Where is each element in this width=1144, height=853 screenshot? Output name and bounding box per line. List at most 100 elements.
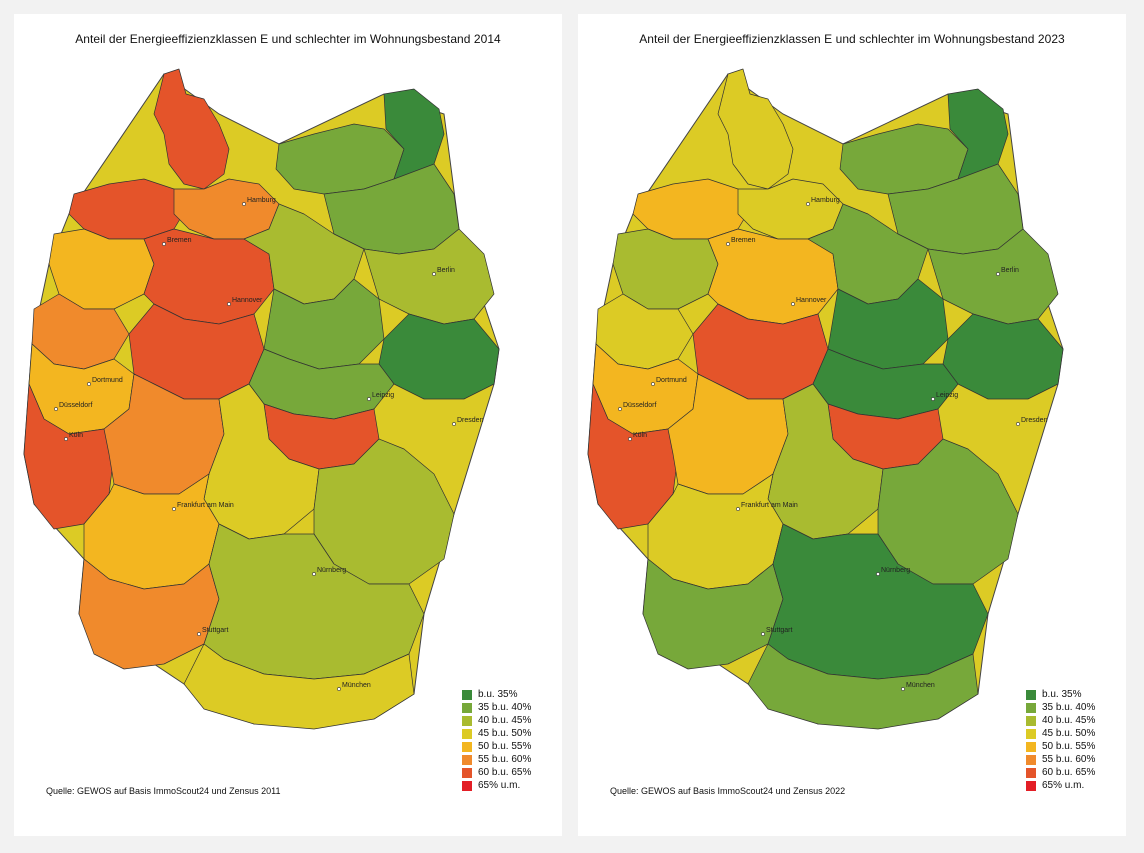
- city-marker: [54, 407, 58, 411]
- region-alpine: [747, 643, 979, 730]
- city-label: Bremen: [167, 237, 192, 244]
- legend-label: 60 b.u. 65%: [1042, 767, 1096, 778]
- city-marker: [64, 437, 68, 441]
- legend-item: b.u. 35%: [1026, 688, 1122, 701]
- legend-label: 60 b.u. 65%: [478, 767, 532, 778]
- legend-item: 65% u.m.: [462, 779, 558, 792]
- legend-swatch: [1026, 767, 1036, 778]
- region-brandenburg-south: [927, 228, 1059, 325]
- city-label: Dortmund: [92, 377, 123, 384]
- city-label: Hamburg: [247, 197, 276, 204]
- legend-item: 60 b.u. 65%: [462, 766, 558, 779]
- city-label: Frankfurt am Main: [177, 502, 234, 509]
- city-label: Dresden: [457, 417, 484, 424]
- legend-label: 45 b.u. 50%: [1042, 728, 1096, 739]
- legend-swatch: [1026, 689, 1036, 700]
- legend-swatch: [462, 715, 472, 726]
- legend-label: 65% u.m.: [478, 780, 521, 791]
- city-marker: [628, 437, 632, 441]
- legend-label: 45 b.u. 50%: [478, 728, 532, 739]
- city-marker: [312, 572, 316, 576]
- legend-item: b.u. 35%: [462, 688, 558, 701]
- region-lower-saxony-east: [807, 203, 929, 305]
- legend-swatch: [1026, 741, 1036, 752]
- city-marker: [227, 302, 231, 306]
- legend-item: 50 b.u. 55%: [1026, 740, 1122, 753]
- germany-map: Hamburg Bremen Berlin Hannover Dortmund Düsse…: [587, 68, 1064, 730]
- legend-label: 35 b.u. 40%: [478, 702, 532, 713]
- region-north-coast: [153, 68, 230, 190]
- city-marker: [806, 202, 810, 206]
- map-panel-2014: Anteil der Energieeffizienzklassen E und…: [14, 14, 562, 836]
- region-north-coast: [717, 68, 794, 190]
- legend-item: 65% u.m.: [1026, 779, 1122, 792]
- region-lower-saxony-west: [48, 228, 155, 310]
- legend-item: 45 b.u. 50%: [1026, 727, 1122, 740]
- city-label: Stuttgart: [766, 627, 793, 634]
- map-panel-2023: Anteil der Energieeffizienzklassen E und…: [578, 14, 1126, 836]
- legend-swatch: [1026, 754, 1036, 765]
- city-label: Berlin: [1001, 267, 1019, 274]
- legend-swatch: [1026, 702, 1036, 713]
- city-label: Leipzig: [936, 392, 958, 399]
- city-marker: [931, 397, 935, 401]
- legend-swatch: [462, 754, 472, 765]
- legend-label: 55 b.u. 60%: [1042, 754, 1096, 765]
- city-marker: [367, 397, 371, 401]
- city-marker: [996, 272, 1000, 276]
- legend-swatch: [462, 689, 472, 700]
- city-label: Stuttgart: [202, 627, 229, 634]
- map-legend: b.u. 35% 35 b.u. 40% 40 b.u. 45% 45 b.u. 50…: [1026, 688, 1122, 792]
- region-brandenburg-south: [363, 228, 495, 325]
- legend-swatch: [462, 702, 472, 713]
- legend-label: 50 b.u. 55%: [478, 741, 532, 752]
- legend-item: 35 b.u. 40%: [1026, 701, 1122, 714]
- legend-item: 40 b.u. 45%: [1026, 714, 1122, 727]
- city-marker: [726, 242, 730, 246]
- city-label: Düsseldorf: [623, 402, 657, 409]
- region-alpine: [183, 643, 415, 730]
- legend-label: 35 b.u. 40%: [1042, 702, 1096, 713]
- city-marker: [876, 572, 880, 576]
- city-marker: [172, 507, 176, 511]
- city-marker: [901, 687, 905, 691]
- city-label: Dortmund: [656, 377, 687, 384]
- city-marker: [761, 632, 765, 636]
- city-label: Hamburg: [811, 197, 840, 204]
- city-marker: [197, 632, 201, 636]
- legend-item: 55 b.u. 60%: [1026, 753, 1122, 766]
- city-marker: [337, 687, 341, 691]
- city-marker: [791, 302, 795, 306]
- legend-swatch: [462, 741, 472, 752]
- legend-item: 35 b.u. 40%: [462, 701, 558, 714]
- legend-swatch: [462, 780, 472, 791]
- legend-label: 55 b.u. 60%: [478, 754, 532, 765]
- legend-item: 45 b.u. 50%: [462, 727, 558, 740]
- region-lower-saxony-west: [612, 228, 719, 310]
- city-marker: [1016, 422, 1020, 426]
- city-label: Nürnberg: [881, 567, 910, 574]
- source-note: Quelle: GEWOS auf Basis ImmoScout24 und …: [610, 786, 846, 796]
- legend-item: 60 b.u. 65%: [1026, 766, 1122, 779]
- source-note: Quelle: GEWOS auf Basis ImmoScout24 und …: [46, 786, 281, 796]
- legend-label: b.u. 35%: [1042, 689, 1082, 700]
- city-label: Düsseldorf: [59, 402, 93, 409]
- legend-item: 50 b.u. 55%: [462, 740, 558, 753]
- city-marker: [87, 382, 91, 386]
- legend-item: 55 b.u. 60%: [462, 753, 558, 766]
- city-marker: [242, 202, 246, 206]
- germany-map: Hamburg Bremen Berlin Hannover Dortmund Düsse…: [23, 68, 500, 730]
- city-label: Nürnberg: [317, 567, 346, 574]
- city-label: Hannover: [796, 297, 827, 304]
- city-marker: [736, 507, 740, 511]
- legend-swatch: [462, 728, 472, 739]
- city-marker: [432, 272, 436, 276]
- legend-swatch: [1026, 728, 1036, 739]
- legend-label: 40 b.u. 45%: [1042, 715, 1096, 726]
- map-title: Anteil der Energieeffizienzklassen E und…: [75, 32, 501, 46]
- city-label: Bremen: [731, 237, 756, 244]
- city-marker: [162, 242, 166, 246]
- city-label: München: [342, 682, 371, 689]
- map-legend: b.u. 35% 35 b.u. 40% 40 b.u. 45% 45 b.u. 50…: [462, 688, 558, 792]
- legend-label: 50 b.u. 55%: [1042, 741, 1096, 752]
